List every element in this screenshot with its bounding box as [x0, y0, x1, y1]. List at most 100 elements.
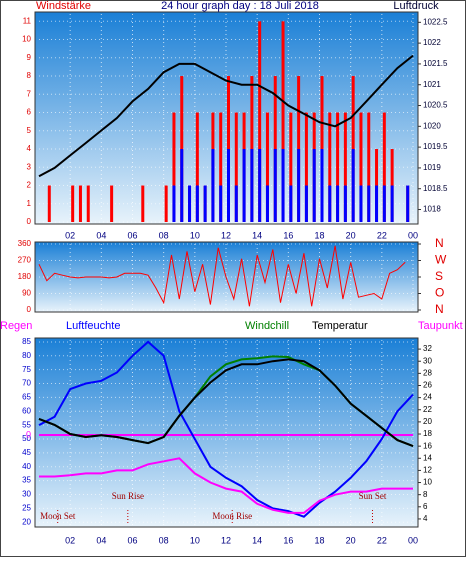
title: 24 hour graph day : 18 Juli 2018 — [161, 0, 319, 12]
x-tick-label: 22 — [377, 535, 387, 545]
x-tick-label: 12 — [221, 535, 231, 545]
y-tick-label: 270 — [18, 256, 32, 265]
x-tick-label: 06 — [127, 535, 137, 545]
wind-bar — [351, 149, 355, 222]
wind-bar — [211, 149, 215, 222]
y2-tick-label: 1020 — [423, 121, 441, 130]
x-tick-label: 10 — [190, 230, 200, 240]
y-tick-label: 60 — [22, 406, 31, 415]
wind-bar — [86, 185, 90, 222]
wind-bar — [195, 112, 199, 222]
y-tick-label: 90 — [22, 289, 31, 298]
legend-entry: Windchill — [245, 320, 289, 332]
y-tick-label: 50 — [22, 434, 31, 443]
y2-tick-label: N — [435, 236, 444, 250]
y2-tick-label: W — [435, 253, 447, 267]
y2-tick-label: 14 — [423, 453, 432, 462]
wind-bar — [234, 185, 238, 222]
y-tick-label: 4 — [27, 144, 32, 153]
x-tick-label: 20 — [346, 535, 356, 545]
wind-bar — [304, 112, 308, 222]
x-tick-label: 10 — [190, 535, 200, 545]
x-tick-label: 02 — [65, 230, 75, 240]
y-tick-label: 8 — [27, 71, 32, 80]
y-tick-label: 7 — [27, 89, 32, 98]
wind-bar — [367, 112, 371, 222]
y2-tick-label: 28 — [423, 368, 432, 377]
legend-entry: Luftfeuchte — [66, 320, 120, 332]
y-tick-label: 5 — [27, 126, 32, 135]
wind-bar — [336, 185, 340, 222]
wind-bar — [406, 185, 410, 222]
y2-tick-label: 8 — [423, 490, 428, 499]
wind-bar — [164, 185, 168, 222]
y-tick-label: 75 — [22, 365, 31, 374]
x-tick-label: 18 — [314, 230, 324, 240]
x-tick-label: 16 — [283, 535, 293, 545]
wind-bar — [172, 185, 176, 222]
x-tick-label: 22 — [377, 230, 387, 240]
wind-bar — [242, 149, 246, 222]
wind-bar — [172, 112, 176, 222]
y-tick-label: 0 — [27, 305, 32, 314]
wind-bar — [47, 185, 51, 222]
y2-tick-label: 26 — [423, 381, 432, 390]
wind-bar — [359, 185, 363, 222]
rain-tick-label: 0 — [26, 429, 31, 439]
y2-tick-label: 1018.5 — [423, 184, 448, 193]
y2-tick-label: 16 — [423, 441, 432, 450]
wind-bar — [203, 185, 207, 222]
x-tick-label: 04 — [96, 230, 106, 240]
wind-bar — [78, 185, 82, 222]
wind-bar — [297, 149, 301, 222]
y-tick-label: 55 — [22, 420, 31, 429]
x-tick-label: 04 — [96, 535, 106, 545]
y2-tick-label: S — [435, 269, 443, 283]
y2-tick-label: 12 — [423, 466, 432, 475]
wind-bar — [219, 112, 223, 222]
wind-bar — [359, 112, 363, 222]
wind-bar — [304, 185, 308, 222]
y-tick-label: 65 — [22, 393, 31, 402]
wind-bar — [281, 21, 285, 222]
event-label: Moon Set — [40, 511, 76, 521]
y-tick-label: 11 — [23, 16, 32, 25]
pressure-label: Luftdruck — [393, 0, 439, 12]
wind-bar — [219, 185, 223, 222]
y2-tick-label: 20 — [423, 417, 432, 426]
event-label: Sun Rise — [112, 491, 144, 501]
series-line — [38, 340, 414, 518]
y-tick-label: 25 — [22, 503, 31, 512]
series-line — [39, 457, 413, 514]
wind-bar — [375, 185, 379, 222]
event-label: Sun Set — [359, 491, 387, 501]
y-tick-label: 10 — [22, 35, 31, 44]
wind-bar — [382, 112, 386, 222]
wind-bar — [141, 185, 145, 222]
wind-bar — [71, 185, 75, 222]
event-label: Moon Rise — [212, 511, 252, 521]
y-tick-label: 30 — [22, 490, 31, 499]
wind-bar — [195, 185, 199, 222]
x-tick-label: 00 — [408, 230, 418, 240]
y-tick-label: 0 — [27, 217, 32, 226]
wind-bar — [382, 185, 386, 222]
y-tick-label: 85 — [22, 337, 31, 346]
y-tick-label: 1 — [27, 199, 32, 208]
y-tick-label: 2 — [27, 181, 32, 190]
y2-tick-label: 1019.5 — [423, 142, 448, 151]
y2-tick-label: 1022.5 — [423, 17, 448, 26]
y2-tick-label: 30 — [423, 356, 432, 365]
wind-bar — [367, 185, 371, 222]
legend-entry: Temperatur — [312, 320, 368, 332]
wind-bar — [281, 149, 285, 222]
y-tick-label: 3 — [27, 162, 32, 171]
x-tick-label: 00 — [408, 535, 418, 545]
wind-bar — [258, 149, 262, 222]
y2-tick-label: 6 — [423, 502, 428, 511]
wind-bar — [265, 112, 269, 222]
y2-tick-label: N — [435, 302, 444, 316]
wind-bar — [289, 112, 293, 222]
y2-tick-label: 1018 — [423, 205, 441, 214]
